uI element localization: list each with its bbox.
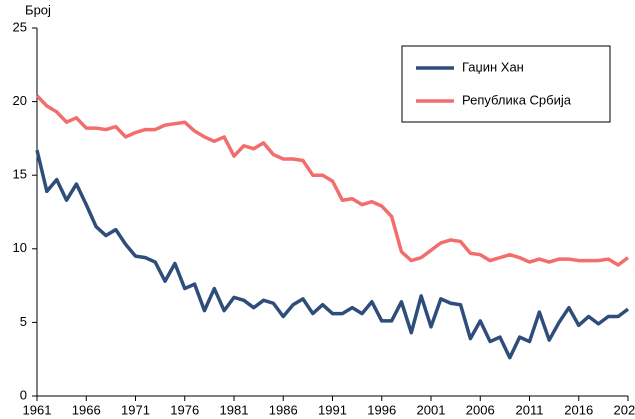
x-tick-label: 2021 [614, 402, 635, 417]
x-tick-label: 1986 [269, 402, 298, 417]
legend-box [401, 45, 611, 123]
x-tick-label: 1971 [121, 402, 150, 417]
x-tick-label: 1981 [220, 402, 249, 417]
x-tick-label: 1961 [23, 402, 52, 417]
y-tick-label: 5 [20, 314, 27, 329]
y-tick-label: 20 [13, 93, 27, 108]
y-tick-label: 15 [13, 167, 27, 182]
y-tick-label: 0 [20, 387, 27, 402]
x-tick-label: 1976 [170, 402, 199, 417]
x-tick-label: 1991 [318, 402, 347, 417]
x-tick-label: 1996 [367, 402, 396, 417]
y-tick-label: 25 [13, 19, 27, 34]
x-tick-label: 2016 [564, 402, 593, 417]
x-tick-label: 2011 [516, 402, 544, 417]
x-tick-label: 2001 [417, 402, 446, 417]
y-axis-label: Број [25, 2, 51, 17]
series-line [35, 94, 630, 267]
y-tick-label: 10 [13, 240, 27, 255]
x-tick-label: 1966 [72, 402, 101, 417]
series-line [35, 149, 630, 360]
legend-label: Република Србија [462, 92, 572, 107]
x-tick-label: 2006 [466, 402, 495, 417]
legend-label: Гаџин Хан [462, 59, 524, 74]
